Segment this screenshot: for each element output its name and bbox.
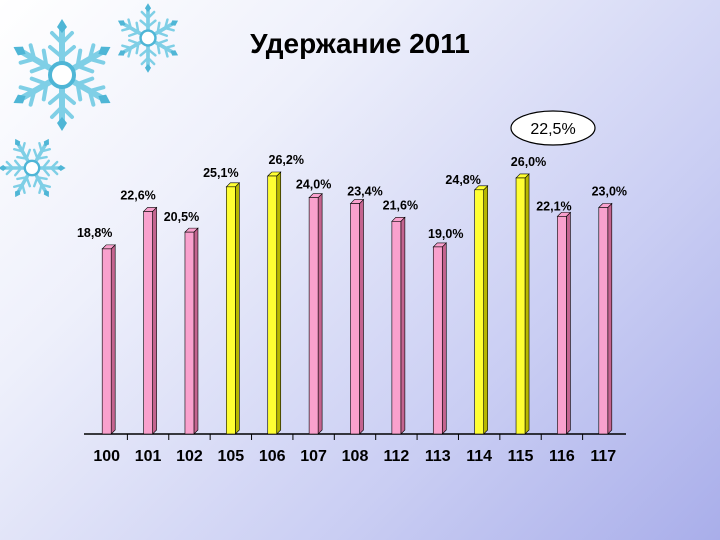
snowflake-icon-top — [112, 1, 184, 75]
bar-100 — [101, 244, 116, 435]
bar-108 — [349, 198, 365, 435]
value-label-114: 24,8% — [445, 173, 480, 187]
category-label-100: 100 — [93, 448, 120, 465]
value-label-101: 22,6% — [120, 188, 155, 202]
bar-116 — [556, 211, 572, 435]
category-label-102: 102 — [176, 448, 203, 465]
bar-106 — [267, 171, 282, 435]
category-label-105: 105 — [217, 448, 244, 465]
category-label-117: 117 — [590, 448, 616, 465]
bar-115 — [515, 173, 530, 435]
bar-114 — [473, 185, 489, 435]
bar-107 — [308, 192, 323, 435]
value-label-100: 18,8% — [77, 226, 112, 240]
bar-112 — [391, 216, 406, 435]
bar-117 — [598, 202, 613, 435]
snowflake-icon-small — [0, 133, 68, 203]
category-label-106: 106 — [259, 448, 286, 465]
bar-105 — [225, 182, 241, 435]
category-label-112: 112 — [383, 448, 409, 465]
value-label-112: 21,6% — [383, 198, 418, 212]
category-label-101: 101 — [135, 448, 162, 465]
bar-102 — [184, 227, 199, 435]
bar-113 — [432, 242, 447, 435]
value-label-113: 19,0% — [428, 227, 463, 241]
category-label-116: 116 — [549, 448, 575, 465]
category-label-113: 113 — [425, 448, 451, 465]
callout: 22,5% — [510, 110, 596, 146]
value-label-108: 23,4% — [347, 185, 382, 199]
category-label-108: 108 — [342, 448, 369, 465]
category-label-114: 114 — [466, 448, 492, 465]
category-labels-layer: 100 101 102 105 106 107 108 112 113 114 115 116 117 — [93, 434, 616, 465]
callout-value: 22,5% — [530, 121, 575, 138]
value-label-102: 20,5% — [164, 210, 199, 224]
snowflake-icon-large — [8, 19, 117, 131]
value-label-115: 26,0% — [511, 155, 546, 169]
value-label-105: 25,1% — [203, 166, 238, 180]
chart-title: Удержание 2011 — [250, 28, 470, 59]
category-label-115: 115 — [508, 448, 534, 465]
value-label-117: 23,0% — [592, 185, 627, 199]
value-labels-layer: 18,8% 22,6% 20,5% 25,1% 26,2% 24,0% 23,4%21,6%… — [77, 153, 627, 241]
value-label-106: 26,2% — [269, 153, 304, 167]
bar-101 — [142, 206, 158, 435]
category-label-107: 107 — [300, 448, 327, 465]
value-label-116: 22,1% — [536, 199, 571, 213]
bars-layer — [101, 171, 613, 435]
value-label-107: 24,0% — [296, 178, 331, 192]
